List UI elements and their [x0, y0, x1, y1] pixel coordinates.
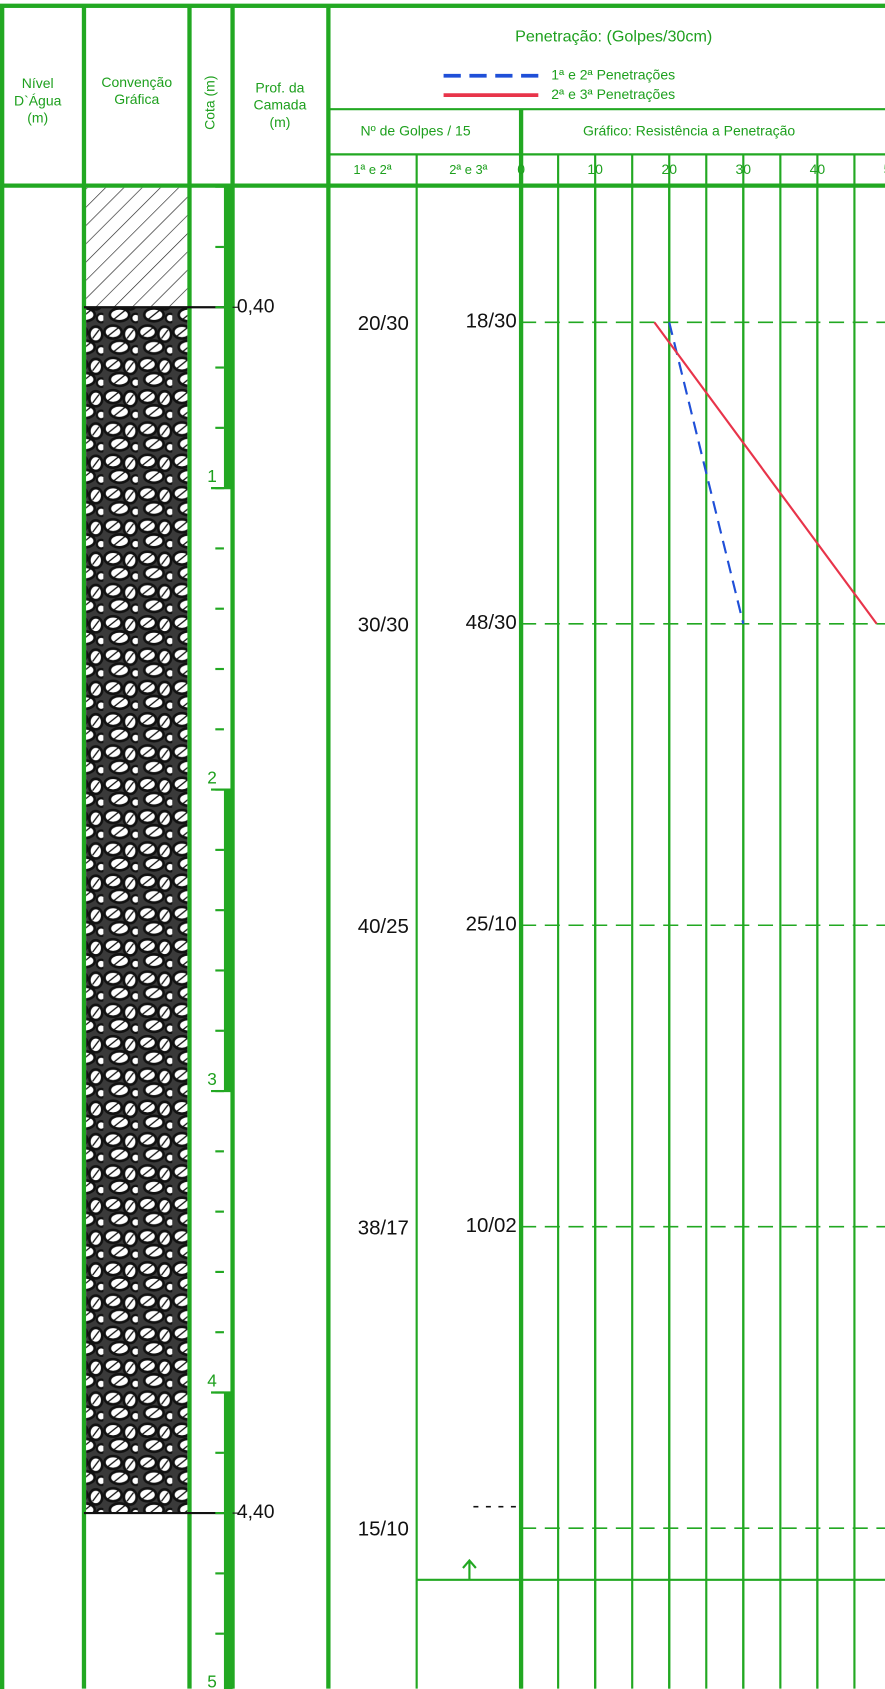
soil-fill	[86, 307, 187, 1513]
blows-2: 18/30	[466, 310, 517, 333]
header: Gráfica	[114, 91, 159, 107]
depth-label: 4	[207, 1370, 217, 1390]
legend-label: 2ª e 3ª Penetrações	[551, 86, 675, 102]
header: (m)	[269, 114, 290, 130]
x-tick-label: 40	[810, 161, 826, 177]
depth-label: 2	[207, 767, 217, 787]
x-tick-label: 30	[736, 161, 752, 177]
layer-depth: 0,40	[237, 295, 275, 317]
page: {"header":{"nivel":["Nível","D`Água","(m…	[0, 0, 885, 1689]
blows-2: 48/30	[466, 611, 517, 634]
depth-label: 3	[207, 1069, 217, 1089]
header: Prof. da	[255, 79, 304, 95]
log-sheet: Nível D`Água (m) Convenção Gráfica Cota …	[0, 0, 885, 1689]
header: Gráfico: Resistência a Penetração	[583, 122, 795, 138]
blows-1: 20/30	[358, 312, 409, 335]
layer-depth: 4,40	[237, 1501, 275, 1523]
header: 2ª e 3ª	[449, 162, 487, 177]
header: Convenção	[101, 74, 172, 90]
header: D`Água	[14, 92, 62, 108]
depth-label: 5	[207, 1672, 217, 1689]
blows-2: 10/02	[466, 1214, 517, 1237]
ruler-bar	[224, 1393, 233, 1689]
header: Camada	[253, 97, 306, 113]
blows-1: 30/30	[358, 613, 409, 636]
ruler-bar	[224, 187, 233, 488]
blows-1: 38/17	[358, 1216, 409, 1239]
header: (m)	[27, 110, 48, 126]
blows-1: 15/10	[358, 1518, 409, 1541]
x-tick-label: 0	[517, 161, 525, 177]
legend-label: 1ª e 2ª Penetrações	[551, 66, 675, 82]
blows-2: - - - -	[473, 1494, 517, 1517]
header: Nível	[22, 75, 54, 91]
header: Penetração: (Golpes/30cm)	[515, 27, 712, 45]
soil-fill	[86, 188, 187, 308]
header: Nº de Golpes / 15	[361, 122, 471, 138]
ruler-bar	[224, 790, 233, 1091]
header: Cota (m)	[202, 75, 218, 129]
blows-1: 40/25	[358, 915, 409, 938]
x-tick-label: 20	[661, 161, 677, 177]
header: 1ª e 2ª	[353, 162, 391, 177]
x-tick-label: 10	[587, 161, 603, 177]
blows-2: 25/10	[466, 913, 517, 936]
depth-label: 1	[207, 466, 217, 486]
